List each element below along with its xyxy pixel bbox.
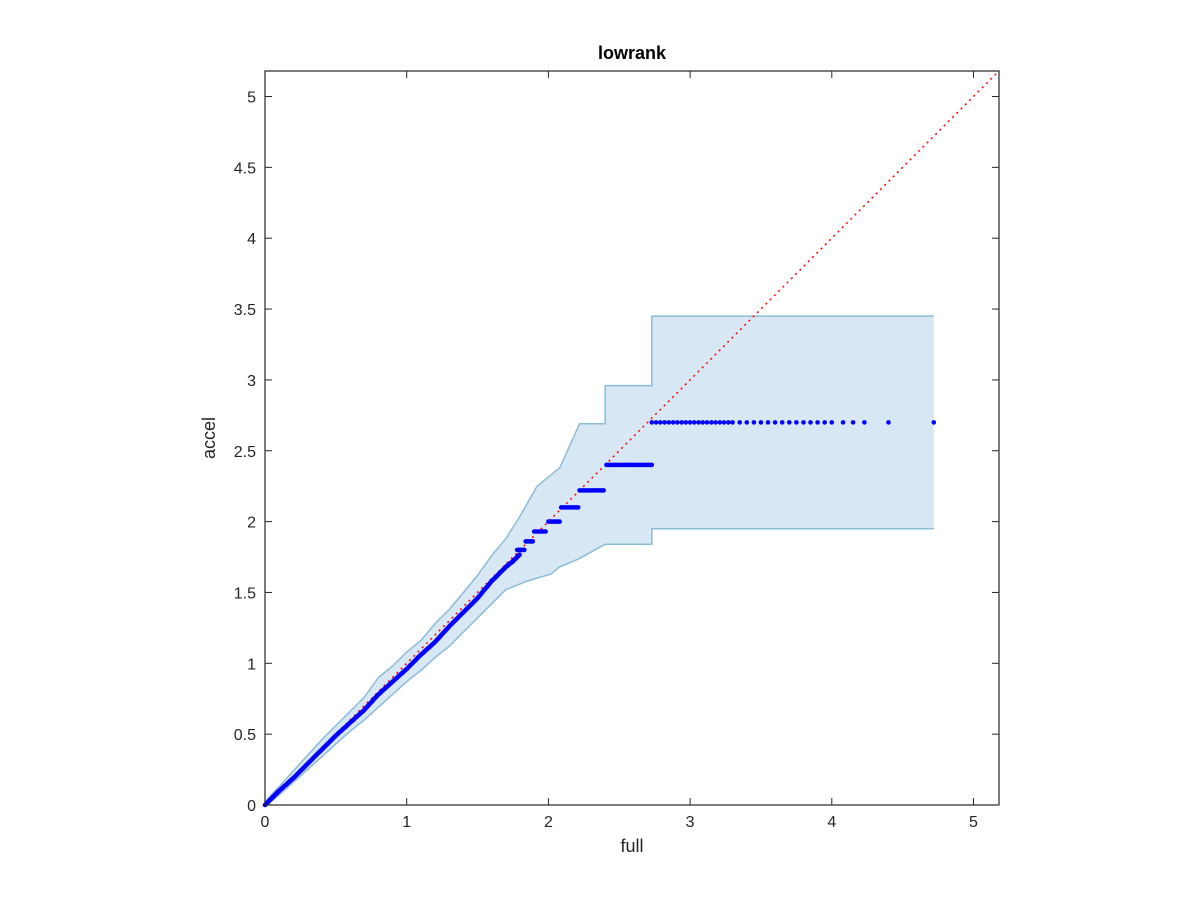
data-point <box>696 420 701 425</box>
axis-ticks: 0 1 2 3 4 5 0 0.5 1 1.5 2 2.5 3 3.5 4 4.5 5 <box>234 71 999 831</box>
data-point <box>721 420 727 425</box>
data-point <box>649 420 655 425</box>
data-point <box>815 420 820 425</box>
data-point <box>787 420 792 425</box>
band-lower-edge <box>264 527 934 806</box>
data-point <box>517 552 522 557</box>
data-point <box>700 420 706 425</box>
data-point <box>709 420 714 425</box>
data-point <box>850 420 856 425</box>
x-tick-label: 2 <box>544 814 553 831</box>
data-point <box>730 420 735 425</box>
x-tick-label: 1 <box>402 814 411 831</box>
data-point <box>530 539 536 544</box>
data-point <box>808 420 813 425</box>
reference-line-layer <box>264 70 1000 806</box>
data-point <box>794 420 799 425</box>
x-tick-label: 5 <box>969 814 978 831</box>
data-point <box>679 420 684 425</box>
confidence-band <box>264 315 934 806</box>
data-point <box>658 420 663 425</box>
data-point <box>675 420 680 425</box>
data-point <box>886 420 891 425</box>
x-tick-label: 0 <box>261 814 270 831</box>
y-tick-label: 4.5 <box>234 160 256 177</box>
data-point <box>575 505 581 510</box>
data-point <box>779 420 785 425</box>
x-tick-label: 3 <box>686 814 695 831</box>
data-point <box>822 420 827 425</box>
data-point <box>543 529 548 534</box>
data-point <box>522 547 527 553</box>
y-axis-label: accel <box>199 417 219 459</box>
data-point <box>862 420 867 425</box>
data-point <box>683 420 689 425</box>
x-axis-label: full <box>620 836 643 856</box>
data-point <box>737 420 742 425</box>
data-point <box>692 420 697 425</box>
data-point <box>557 519 562 524</box>
data-points <box>262 420 937 808</box>
data-point <box>670 420 676 425</box>
data-point <box>726 420 731 425</box>
y-tick-label: 0.5 <box>234 727 256 744</box>
data-point <box>931 420 937 425</box>
data-point <box>751 420 757 425</box>
data-point <box>666 420 672 425</box>
y-tick-label: 1.5 <box>234 585 256 602</box>
data-point <box>662 420 667 425</box>
band-fill <box>265 316 934 805</box>
y-tick-label: 3 <box>247 373 256 390</box>
y-tick-label: 2 <box>247 515 256 532</box>
band-upper-edge <box>264 315 934 803</box>
data-point <box>840 420 846 425</box>
data-point <box>687 420 693 425</box>
y-tick-label: 3.5 <box>234 302 256 319</box>
data-point <box>829 420 835 425</box>
data-point <box>649 462 655 468</box>
x-tick-label: 4 <box>827 814 836 831</box>
data-point <box>801 420 806 425</box>
data-point <box>765 420 771 425</box>
data-point <box>601 488 606 493</box>
chart-title: lowrank <box>598 43 667 63</box>
y-tick-label: 0 <box>247 798 256 815</box>
y-tick-label: 4 <box>247 231 256 248</box>
data-point <box>713 420 718 425</box>
data-point <box>717 420 723 425</box>
y-tick-label: 2.5 <box>234 444 256 461</box>
data-point <box>772 420 778 425</box>
data-point <box>758 420 764 425</box>
reference-line <box>264 70 1000 806</box>
data-point <box>653 420 659 425</box>
y-tick-label: 5 <box>247 90 256 107</box>
axes-box <box>264 70 1000 806</box>
data-point <box>704 420 710 425</box>
data-point <box>744 420 750 425</box>
y-tick-label: 1 <box>247 656 256 673</box>
